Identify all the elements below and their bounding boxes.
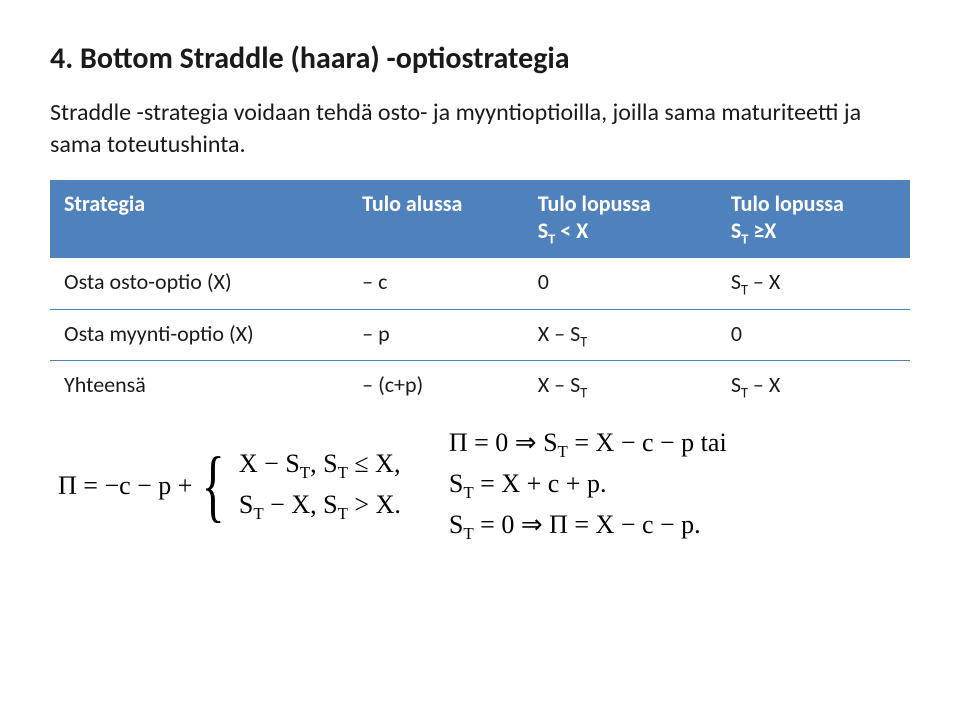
cell-sub: T [741,281,748,299]
t: T [253,504,263,523]
table-row: Osta osto-optio (X) – c 0 ST – X [50,258,910,309]
cell-ge: ST – X [717,360,910,411]
piecewise-cases: X − ST, ST ≤ X, ST − X, ST > X. [239,446,401,526]
table-header-row: Strategia Tulo alussa Tulo lopussa ST < … [50,180,910,258]
th-rest: < X [555,217,588,244]
cell-strategy: Osta osto-optio (X) [50,258,348,309]
cell-start: – p [348,309,524,360]
th-s: S [538,217,548,244]
th-strategy: Strategia [50,180,348,258]
t: > X. [348,490,401,519]
breakeven-equations: Π = 0 ⇒ ST = X − c − p tai ST = X + c + … [449,425,727,546]
table-row: Yhteensä – (c+p) X – ST ST – X [50,360,910,411]
case-2: ST − X, ST > X. [239,487,401,526]
cell-sub: T [580,383,587,401]
t: = 0 ⇒ Π = X − c − p. [474,510,701,539]
cell-strategy: Osta myynti-optio (X) [50,309,348,360]
th-line1: Tulo lopussa [538,190,651,217]
t: T [300,463,310,482]
cell-ge: ST – X [717,258,910,309]
t: T [338,504,348,523]
t: = X − c − p tai [568,428,727,457]
left-brace-icon: { [202,456,225,516]
equations-block: Π = −c − p + { X − ST, ST ≤ X, ST − X, S… [58,425,910,546]
t: = X + c + p. [474,469,607,498]
t: S [449,469,463,498]
cell-rest: – X [748,268,780,295]
th-income-end-ge: Tulo lopussa ST ≥X [717,180,910,258]
cell-ge: 0 [717,309,910,360]
cell-s: S [731,371,741,398]
t: − X, S [264,490,338,519]
t: S [449,510,463,539]
cell-strategy: Yhteensä [50,360,348,411]
cell-start: – c [348,258,524,309]
th-sb: S [731,217,741,244]
th-income-start: Tulo alussa [348,180,524,258]
eq-right-2: ST = X + c + p. [449,466,727,505]
eq-right-3: ST = 0 ⇒ Π = X − c − p. [449,507,727,546]
t: ≤ X, [348,449,401,478]
eq-right-1: Π = 0 ⇒ ST = X − c − p tai [449,425,727,464]
cell-s: X – S [538,320,580,347]
eq-prefix: Π = −c − p + [58,471,192,501]
t: T [558,443,568,462]
cell-sub: T [580,332,587,350]
cell-lt: X – ST [524,309,717,360]
t: S [239,490,253,519]
cell-sub: T [741,383,748,401]
t: X − S [239,449,300,478]
cell-lt: 0 [524,258,717,309]
th-line1b: Tulo lopussa [731,190,844,217]
cell-lt: X – ST [524,360,717,411]
piecewise-equation: Π = −c − p + { X − ST, ST ≤ X, ST − X, S… [58,446,401,526]
cell-s: S [731,268,741,295]
table-row: Osta myynti-optio (X) – p X – ST 0 [50,309,910,360]
t: T [463,524,473,543]
t: Π = 0 ⇒ S [449,428,558,457]
t: T [338,463,348,482]
case-1: X − ST, ST ≤ X, [239,446,401,485]
page-title: 4. Bottom Straddle (haara) -optiostrateg… [50,40,910,77]
strategy-table: Strategia Tulo alussa Tulo lopussa ST < … [50,180,910,412]
intro-paragraph: Straddle -strategia voidaan tehdä osto- … [50,97,910,162]
t: , S [310,449,337,478]
cell-rest: – X [748,371,780,398]
cell-s: X – S [538,371,580,398]
cell-start: – (c+p) [348,360,524,411]
th-income-end-lt: Tulo lopussa ST < X [524,180,717,258]
th-restb: ≥X [748,217,776,244]
t: T [463,483,473,502]
